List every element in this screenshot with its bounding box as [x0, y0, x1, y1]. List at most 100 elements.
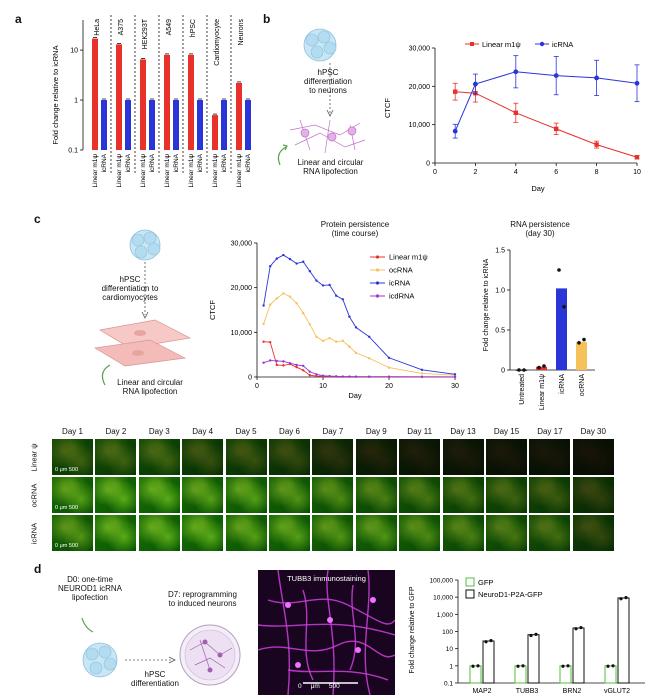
r-ytick-label: 1.5 — [495, 248, 505, 255]
microscopy-tile — [182, 439, 224, 475]
d-category-label: BRN2 — [563, 688, 582, 695]
day-label: Day 30 — [580, 427, 606, 436]
microscopy-tile — [225, 515, 267, 551]
panel-b-diagram — [277, 28, 366, 166]
panel-b-chart: CTCF Day 0 10,000 20,000 30,000 0 2 4 6 8 10 Line… — [383, 40, 641, 193]
c-point — [269, 303, 272, 306]
a-cell-line-label: Neurons — [238, 19, 245, 46]
d-legend-label: NeuroD1-P2A-GFP — [478, 590, 543, 599]
c-point — [275, 257, 278, 260]
microscopy-tile — [399, 439, 441, 475]
c-point — [269, 359, 272, 362]
neurite — [287, 669, 389, 681]
a-bar — [212, 115, 218, 150]
panel-d-diagram-right-text: D7: reprogramming to induced neurons — [168, 590, 237, 609]
c-point — [328, 336, 331, 340]
d-point — [516, 664, 520, 668]
panel-d-diagram — [81, 617, 241, 686]
d-bar — [469, 665, 482, 684]
c-point — [288, 257, 292, 261]
a-bar — [125, 100, 131, 150]
r-ytick-label: 0.5 — [495, 328, 505, 335]
d-ytick-label: 0.1 — [444, 681, 453, 688]
d-category-label: vGLUT2 — [604, 688, 630, 695]
microscopy-tile — [225, 439, 267, 475]
d-point — [476, 664, 480, 668]
c-point — [335, 340, 338, 343]
panel-label-a: a — [15, 12, 22, 26]
b-legend-marker — [470, 42, 474, 46]
microscopy-tile — [138, 515, 180, 551]
c-point — [387, 375, 391, 378]
tile-scalebar: 0 μm 500 — [55, 467, 79, 473]
panel-d-ylabel: Fold change relative to GFP — [409, 586, 416, 673]
r-ytick-label: 1.0 — [495, 288, 505, 295]
d-point — [619, 597, 623, 601]
c-point — [354, 375, 358, 378]
b-xtick-label: 4 — [514, 169, 518, 176]
day-label: Day 6 — [279, 427, 300, 436]
c-point — [453, 373, 457, 376]
microscopy-tile: 0 μm 500 — [52, 515, 93, 551]
d-legend-marker — [465, 589, 475, 599]
rna-persistence-title: RNA persistence (day 30) — [510, 220, 570, 239]
c-point — [282, 360, 285, 363]
c-point — [341, 339, 344, 343]
d-legend-marker — [465, 577, 475, 587]
c-point — [315, 374, 318, 378]
a-bar — [245, 100, 251, 150]
c-point — [275, 297, 278, 300]
c-xtick-label: 0 — [255, 383, 259, 390]
c-point — [368, 335, 371, 338]
panel-b-diagram-top-text: hPSC differentiation to neurons — [304, 68, 352, 96]
c-point — [348, 345, 351, 348]
microscopy-tile: 0 μm 500 — [52, 477, 93, 513]
c-point — [354, 351, 358, 355]
d-ytick-label: 100 — [442, 629, 453, 636]
day-label: Day 15 — [493, 427, 520, 436]
a-bar — [197, 100, 203, 150]
curved-arrow-icon — [81, 617, 94, 633]
d-bar — [482, 640, 495, 684]
c-point — [420, 372, 424, 375]
microscopy-tile — [355, 477, 397, 513]
panel-c-diagram — [93, 229, 192, 386]
panel-c-rna-chart: Fold change relative to icRNA 0 0.5 1.0 1.5… — [483, 248, 595, 410]
b-point — [553, 73, 559, 78]
c-point — [321, 374, 325, 377]
b-point — [594, 75, 599, 81]
c-ytick-label: 30,000 — [231, 241, 253, 248]
a-bar-label: icRNA — [245, 153, 252, 172]
panel-a-chart: Fold change relative to icRNA 10 1 0.1 Lin… — [51, 15, 252, 188]
a-bar — [149, 100, 155, 150]
c-point — [262, 304, 265, 307]
d-legend-label: GFP — [478, 578, 493, 587]
c-point — [302, 364, 305, 368]
c-ytick-label: 20,000 — [231, 285, 253, 292]
c-point — [302, 311, 305, 315]
c-xtick-label: 20 — [385, 383, 393, 390]
r-point — [577, 341, 581, 345]
panel-label-b: b — [263, 12, 271, 26]
neurite — [326, 570, 335, 695]
c-series-line — [263, 360, 456, 378]
r-point — [517, 368, 521, 372]
day-label: Day 2 — [105, 427, 127, 436]
r-point — [542, 364, 546, 368]
a-bar — [101, 100, 107, 150]
a-bar-label: Linear m1ψ — [188, 154, 195, 188]
d-point — [489, 639, 493, 643]
c-point — [453, 375, 457, 379]
c-point — [387, 366, 391, 369]
d-point — [579, 626, 583, 630]
curved-arrow-icon — [277, 146, 287, 166]
microscopy-tile — [182, 477, 224, 513]
a-cell-line-label: Cardiomyocyte — [214, 19, 221, 66]
b-point — [452, 128, 458, 134]
a-bar-label: icRNA — [173, 153, 180, 172]
c-point — [275, 363, 278, 367]
tubb3-image: TUBB3 immunostaining 0 μm 500 — [258, 570, 395, 695]
b-xtick-label: 8 — [595, 169, 599, 176]
c-legend-label: Linear m1ψ — [389, 253, 428, 262]
d-bar — [514, 665, 527, 684]
